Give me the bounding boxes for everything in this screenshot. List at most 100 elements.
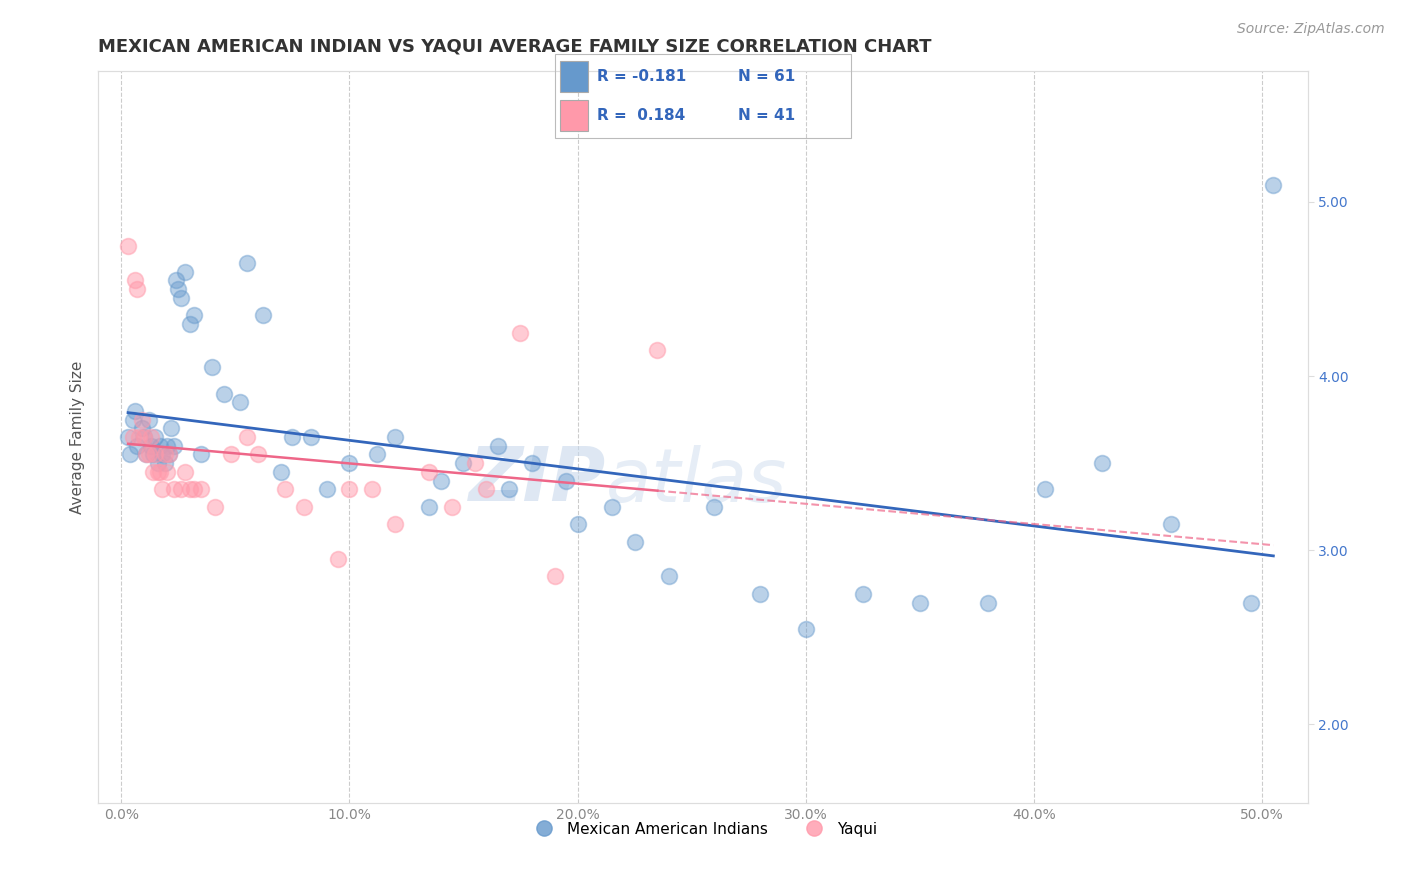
Text: N = 41: N = 41: [738, 108, 796, 123]
Point: [453, 456, 475, 470]
Point: [498, 483, 520, 497]
Text: N = 61: N = 61: [738, 69, 796, 84]
Point: [127, 439, 149, 453]
Point: [150, 483, 173, 497]
FancyBboxPatch shape: [560, 62, 588, 92]
Point: [281, 430, 304, 444]
Text: MEXICAN AMERICAN INDIAN VS YAQUI AVERAGE FAMILY SIZE CORRELATION CHART: MEXICAN AMERICAN INDIAN VS YAQUI AVERAGE…: [98, 38, 932, 56]
Point: [138, 448, 160, 462]
Point: [1160, 517, 1182, 532]
Point: [509, 326, 531, 340]
Point: [247, 448, 270, 462]
Point: [274, 483, 297, 497]
Point: [139, 430, 162, 444]
Point: [326, 552, 349, 566]
Text: Source: ZipAtlas.com: Source: ZipAtlas.com: [1237, 22, 1385, 37]
Point: [131, 421, 153, 435]
Point: [117, 238, 139, 252]
Point: [475, 483, 498, 497]
Point: [337, 483, 360, 497]
Legend: Mexican American Indians, Yaqui: Mexican American Indians, Yaqui: [523, 815, 883, 843]
Point: [299, 430, 322, 444]
Point: [555, 474, 578, 488]
Point: [1033, 483, 1056, 497]
Point: [169, 291, 191, 305]
Point: [121, 412, 143, 426]
Point: [908, 595, 931, 609]
Point: [486, 439, 509, 453]
Point: [131, 412, 153, 426]
Point: [429, 474, 451, 488]
Point: [183, 308, 205, 322]
Point: [418, 465, 440, 479]
Point: [167, 282, 190, 296]
Point: [212, 386, 235, 401]
Point: [169, 483, 191, 497]
Point: [165, 273, 187, 287]
Point: [160, 421, 183, 435]
Point: [163, 439, 186, 453]
Point: [1263, 178, 1285, 192]
Point: [138, 412, 160, 426]
Point: [219, 448, 242, 462]
Point: [153, 456, 176, 470]
Point: [179, 317, 201, 331]
Point: [229, 395, 252, 409]
Point: [149, 465, 172, 479]
Point: [366, 448, 388, 462]
Point: [977, 595, 1000, 609]
Point: [190, 483, 212, 497]
Point: [157, 448, 180, 462]
Point: [121, 430, 143, 444]
Point: [464, 456, 486, 470]
Point: [128, 430, 150, 444]
Point: [153, 448, 176, 462]
Y-axis label: Average Family Size: Average Family Size: [69, 360, 84, 514]
Point: [163, 483, 186, 497]
Point: [600, 500, 623, 514]
Text: R = -0.181: R = -0.181: [596, 69, 686, 84]
Point: [142, 448, 165, 462]
Point: [623, 534, 645, 549]
Point: [384, 430, 406, 444]
Point: [120, 448, 142, 462]
Point: [235, 430, 257, 444]
Point: [150, 448, 173, 462]
Point: [135, 448, 157, 462]
Point: [146, 456, 169, 470]
FancyBboxPatch shape: [560, 100, 588, 130]
Text: atlas: atlas: [606, 445, 787, 517]
Point: [749, 587, 772, 601]
Point: [135, 448, 157, 462]
Point: [361, 483, 384, 497]
Point: [127, 282, 149, 296]
Point: [156, 439, 179, 453]
Point: [794, 622, 817, 636]
Point: [270, 465, 292, 479]
Point: [567, 517, 589, 532]
Point: [145, 430, 167, 444]
Point: [1239, 595, 1261, 609]
Point: [544, 569, 567, 583]
Point: [146, 465, 169, 479]
Point: [142, 465, 165, 479]
Point: [139, 439, 162, 453]
Point: [337, 456, 360, 470]
Point: [183, 483, 205, 497]
Point: [703, 500, 725, 514]
Point: [204, 500, 226, 514]
Point: [117, 430, 139, 444]
Point: [418, 500, 440, 514]
Point: [647, 343, 669, 357]
Point: [157, 448, 180, 462]
Point: [179, 483, 201, 497]
Text: R =  0.184: R = 0.184: [596, 108, 685, 123]
Point: [124, 273, 146, 287]
Text: ZIP: ZIP: [470, 444, 606, 517]
Point: [156, 465, 179, 479]
Point: [124, 404, 146, 418]
Point: [149, 439, 172, 453]
Point: [235, 256, 257, 270]
Point: [252, 308, 274, 322]
Point: [1091, 456, 1114, 470]
